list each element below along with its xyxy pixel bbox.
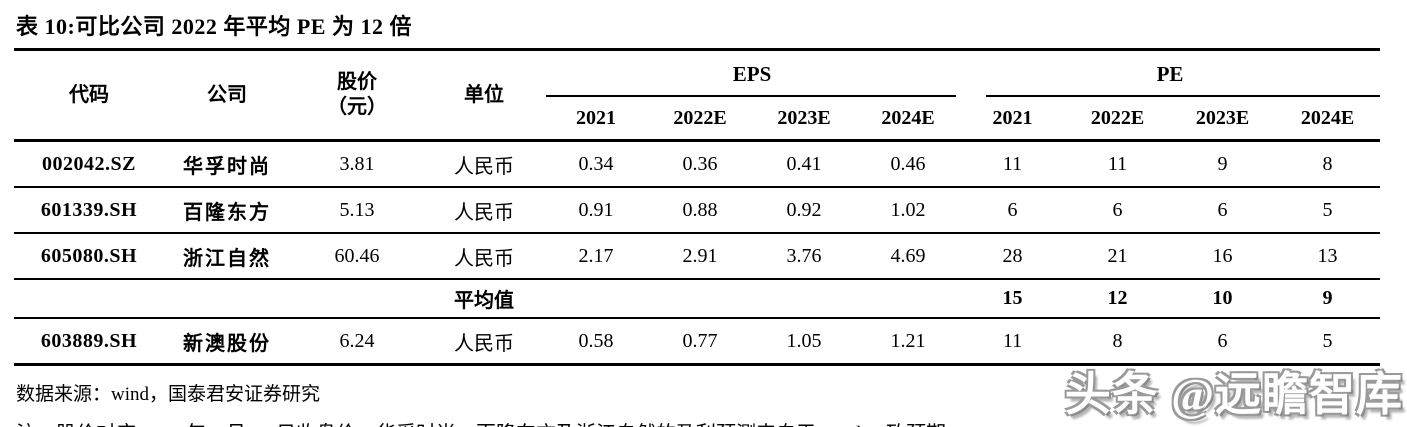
header-pe-2021: 2021 bbox=[960, 97, 1066, 142]
cell-price: 60.46 bbox=[290, 233, 424, 280]
watermark-text: 头条 @远瞻智库 bbox=[1064, 369, 1403, 420]
cell-price bbox=[290, 279, 424, 319]
cell-eps-2023e: 1.05 bbox=[752, 318, 856, 366]
cell-eps-2022e: 0.36 bbox=[648, 140, 752, 188]
header-group-eps: EPS bbox=[544, 51, 960, 97]
cell-pe-2023e: 6 bbox=[1170, 187, 1276, 234]
table-row: 601339.SH 百隆东方 5.13 人民币 0.91 0.88 0.92 1… bbox=[14, 187, 1381, 234]
data-source-line: 数据来源：wind，国泰君安证券研究 bbox=[16, 384, 321, 405]
cell-eps-2021: 0.58 bbox=[544, 318, 648, 366]
cell-pe-2021: 11 bbox=[960, 140, 1066, 188]
header-pe-2024e: 2024E bbox=[1275, 97, 1381, 142]
cell-company bbox=[164, 279, 290, 319]
table-row-average: 平均值 15 12 10 9 bbox=[14, 279, 1381, 319]
cell-eps-2024e: 4.69 bbox=[856, 233, 961, 280]
cell-company: 华孚时尚 bbox=[164, 140, 290, 188]
cell-eps-2023e: 3.76 bbox=[752, 233, 856, 280]
cell-pe-2024e: 5 bbox=[1275, 318, 1381, 366]
table-row: 605080.SH 浙江自然 60.46 人民币 2.17 2.91 3.76 … bbox=[14, 233, 1381, 280]
cell-pe-2022e: 6 bbox=[1065, 187, 1171, 234]
cell-pe-2023e: 6 bbox=[1170, 318, 1276, 366]
header-eps-2022e: 2022E bbox=[648, 97, 752, 142]
header-price-line2: （元） bbox=[327, 96, 387, 118]
average-label: 平均值 bbox=[424, 279, 544, 319]
footnote-line: 注：股价对应 2022 年 6 月 24 日收盘价，华孚时尚、百隆东方及浙江自然… bbox=[14, 417, 1380, 427]
cell-unit: 人民币 bbox=[424, 318, 544, 366]
cell-pe-2023e: 16 bbox=[1170, 233, 1276, 280]
cell-eps-2024e: 1.21 bbox=[856, 318, 961, 366]
cell-eps-2024e: 1.02 bbox=[856, 187, 961, 234]
header-unit: 单位 bbox=[424, 51, 544, 142]
cell-pe-2021: 15 bbox=[960, 279, 1066, 319]
cell-company: 百隆东方 bbox=[164, 187, 290, 234]
cell-pe-2022e: 8 bbox=[1065, 318, 1171, 366]
cell-eps-2024e: 0.46 bbox=[856, 140, 961, 188]
cell-eps-2023e: 0.92 bbox=[752, 187, 856, 234]
cell-eps-2021: 0.91 bbox=[544, 187, 648, 234]
comparable-companies-table: 代码 公司 股价 （元） 单位 EPS PE 2021 2022E 2023E … bbox=[14, 51, 1381, 366]
cell-pe-2021: 28 bbox=[960, 233, 1066, 280]
cell-eps-2022e bbox=[648, 279, 752, 319]
cell-pe-2022e: 21 bbox=[1065, 233, 1171, 280]
cell-pe-2022e: 12 bbox=[1065, 279, 1171, 319]
header-eps-2021: 2021 bbox=[544, 97, 648, 142]
cell-eps-2022e: 2.91 bbox=[648, 233, 752, 280]
cell-unit: 人民币 bbox=[424, 187, 544, 234]
cell-pe-2024e: 8 bbox=[1275, 140, 1381, 188]
cell-eps-2024e bbox=[856, 279, 961, 319]
table-row: 603889.SH 新澳股份 6.24 人民币 0.58 0.77 1.05 1… bbox=[14, 318, 1381, 366]
header-price-line1: 股价 bbox=[337, 71, 377, 93]
cell-company: 浙江自然 bbox=[164, 233, 290, 280]
cell-code: 601339.SH bbox=[14, 187, 164, 234]
cell-eps-2021 bbox=[544, 279, 648, 319]
header-price: 股价 （元） bbox=[290, 51, 424, 142]
cell-company: 新澳股份 bbox=[164, 318, 290, 366]
cell-pe-2021: 6 bbox=[960, 187, 1066, 234]
cell-pe-2023e: 10 bbox=[1170, 279, 1276, 319]
header-code: 代码 bbox=[14, 51, 164, 142]
table-title: 表 10:可比公司 2022 年平均 PE 为 12 倍 bbox=[14, 0, 1380, 51]
cell-eps-2023e: 0.41 bbox=[752, 140, 856, 188]
header-eps-2023e: 2023E bbox=[752, 97, 856, 142]
cell-code: 603889.SH bbox=[14, 318, 164, 366]
header-company: 公司 bbox=[164, 51, 290, 142]
cell-code bbox=[14, 279, 164, 319]
header-pe-2022e: 2022E bbox=[1065, 97, 1171, 142]
cell-eps-2023e bbox=[752, 279, 856, 319]
cell-eps-2021: 0.34 bbox=[544, 140, 648, 188]
table-row: 002042.SZ 华孚时尚 3.81 人民币 0.34 0.36 0.41 0… bbox=[14, 140, 1381, 188]
cell-unit: 人民币 bbox=[424, 233, 544, 280]
cell-unit: 人民币 bbox=[424, 140, 544, 188]
cell-code: 605080.SH bbox=[14, 233, 164, 280]
cell-pe-2022e: 11 bbox=[1065, 140, 1171, 188]
cell-eps-2021: 2.17 bbox=[544, 233, 648, 280]
header-eps-2024e: 2024E bbox=[856, 97, 961, 142]
cell-pe-2024e: 9 bbox=[1275, 279, 1381, 319]
header-pe-2023e: 2023E bbox=[1170, 97, 1276, 142]
cell-code: 002042.SZ bbox=[14, 140, 164, 188]
cell-price: 6.24 bbox=[290, 318, 424, 366]
cell-price: 3.81 bbox=[290, 140, 424, 188]
cell-pe-2021: 11 bbox=[960, 318, 1066, 366]
cell-pe-2023e: 9 bbox=[1170, 140, 1276, 188]
cell-price: 5.13 bbox=[290, 187, 424, 234]
header-group-pe: PE bbox=[960, 51, 1381, 97]
cell-pe-2024e: 5 bbox=[1275, 187, 1381, 234]
cell-eps-2022e: 0.88 bbox=[648, 187, 752, 234]
cell-pe-2024e: 13 bbox=[1275, 233, 1381, 280]
cell-eps-2022e: 0.77 bbox=[648, 318, 752, 366]
